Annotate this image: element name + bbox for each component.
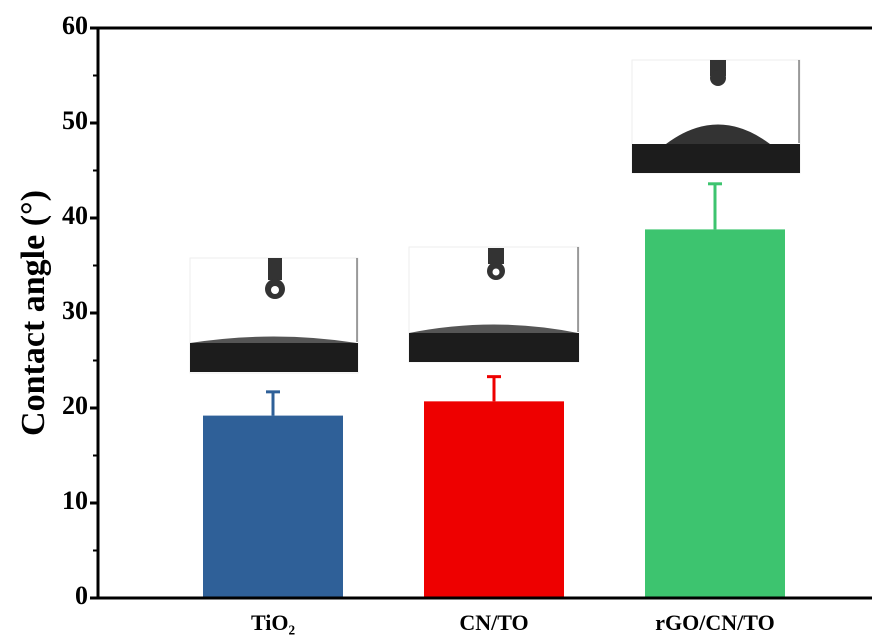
x-tick-label: rGO/CN/TO [655,610,774,635]
bar [645,229,785,598]
y-tick-label: 30 [62,296,88,325]
y-tick-label: 40 [62,201,88,230]
chart: Contact angle (°) 0 10 20 30 40 50 60 TiO₂ CN/TO… [0,0,872,643]
bar [424,401,564,598]
y-tick-label: 20 [62,391,88,420]
y-tick-label: 60 [62,11,88,40]
x-tick-label: TiO₂ [251,610,296,635]
droplet-inset [409,247,579,362]
y-tick-label: 0 [75,581,88,610]
bar [203,416,343,598]
y-tick-label: 50 [62,106,88,135]
droplet-inset [632,60,800,173]
droplet-inset [190,258,358,373]
error-bar [266,392,280,416]
x-tick-label: CN/TO [459,610,528,635]
error-bar [708,184,722,230]
y-axis-label: Contact angle (°) [15,190,52,436]
error-bar [487,377,501,402]
y-tick-label: 10 [62,486,88,515]
